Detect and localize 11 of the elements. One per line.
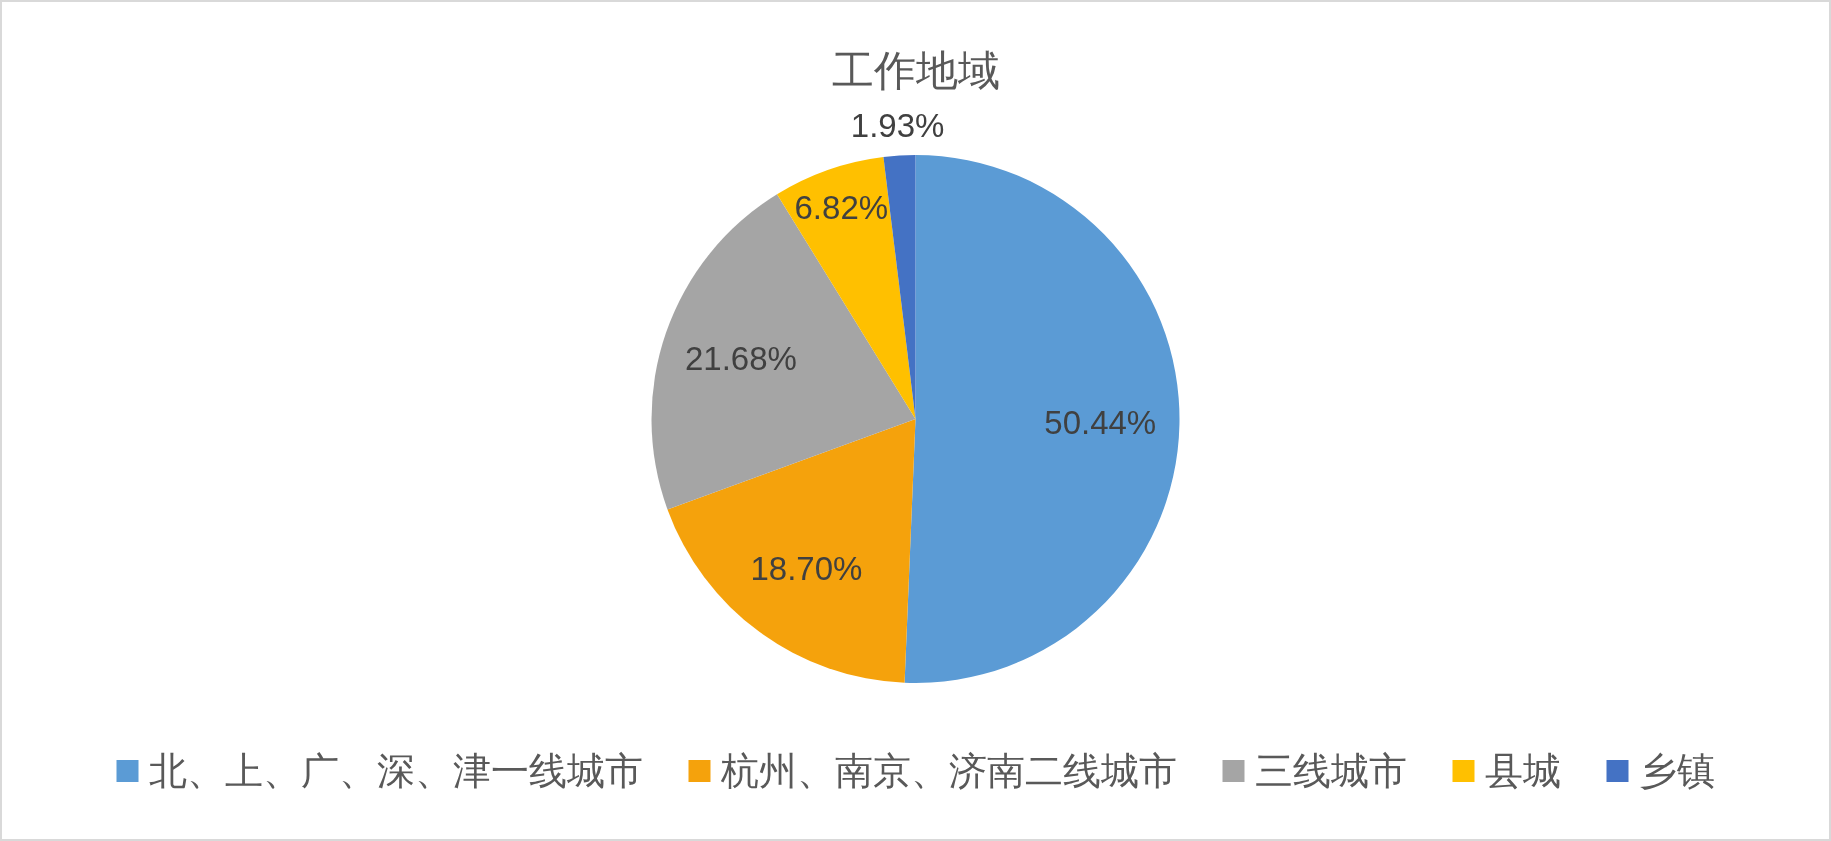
legend-label: 三线城市: [1254, 750, 1407, 792]
data-label: 6.82%: [794, 188, 889, 226]
legend-label: 乡镇: [1638, 750, 1715, 792]
data-label: 21.68%: [684, 339, 797, 377]
data-label: 50.44%: [1044, 404, 1157, 442]
legend-label: 北、上、广、深、津一线城市: [148, 750, 643, 792]
data-label: 18.70%: [750, 549, 863, 587]
data-label: 1.93%: [850, 107, 945, 145]
chart-title: 工作地域: [831, 46, 1000, 94]
legend-label: 杭州、南京、济南二线城市: [719, 750, 1177, 792]
legend-label: 县城: [1484, 750, 1561, 792]
